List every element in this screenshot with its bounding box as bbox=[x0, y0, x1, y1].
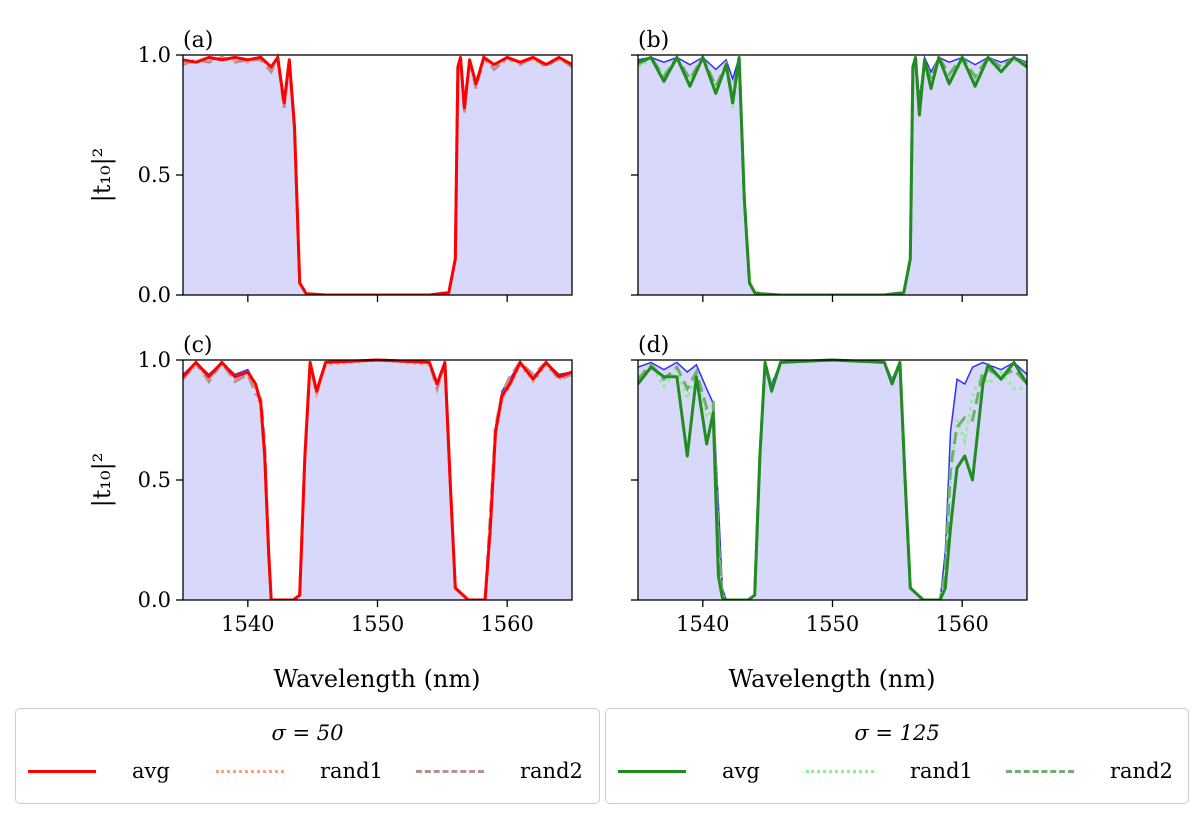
legend-sigma-50: σ = 50 avg rand1 rand2 bbox=[15, 708, 600, 804]
panel-label: (a) bbox=[183, 28, 213, 53]
panel-label: (b) bbox=[638, 28, 669, 53]
legend-swatch-dashed bbox=[416, 769, 484, 773]
x-tick-label: 1540 bbox=[676, 612, 729, 636]
panel-a: (a) 0.0 0.5 1.0 bbox=[138, 28, 573, 307]
avg-line bbox=[638, 358, 1027, 600]
legend-swatch-dotted bbox=[806, 769, 874, 773]
panel-d: (d) 1540 1550 1560 bbox=[631, 333, 1028, 636]
legend-swatch-solid bbox=[618, 769, 686, 773]
panel-b: (b) bbox=[631, 28, 1028, 302]
legend-label: rand2 bbox=[520, 759, 583, 783]
legend-label: avg bbox=[132, 759, 170, 783]
y-tick-label: 1.0 bbox=[138, 43, 171, 67]
panel-c: (c) 0.0 0.5 1.0 1540 1550 1560 bbox=[138, 333, 573, 636]
legend-swatch-solid bbox=[28, 769, 96, 773]
legend-item-rand2: rand2 bbox=[1006, 759, 1173, 783]
legend-title: σ = 50 bbox=[271, 721, 344, 745]
avg-line bbox=[183, 55, 572, 295]
y-tick-label: 0.0 bbox=[138, 588, 171, 612]
legend-title: σ = 125 bbox=[854, 721, 940, 745]
plot-area bbox=[183, 52, 572, 295]
legend-item-rand1: rand1 bbox=[806, 759, 973, 783]
avg-line bbox=[183, 358, 572, 600]
y-tick-label: 0.5 bbox=[138, 163, 171, 187]
xlabel-left: Wavelength (nm) bbox=[273, 665, 480, 693]
reference-fill bbox=[183, 360, 572, 600]
legend-label: avg bbox=[722, 759, 760, 783]
legend-swatch-dashed bbox=[1006, 769, 1074, 773]
legend-swatch-dotted bbox=[216, 769, 284, 773]
plot-area bbox=[183, 358, 572, 600]
avg-line bbox=[638, 55, 1027, 295]
plot-area bbox=[638, 358, 1027, 600]
y-tick-label: 1.0 bbox=[138, 348, 171, 372]
x-tick-label: 1560 bbox=[935, 612, 988, 636]
x-tick-label: 1540 bbox=[221, 612, 274, 636]
ylabel-bottom: |t₁₀|² bbox=[88, 453, 117, 508]
reference-fill bbox=[638, 360, 1027, 600]
legend-label: rand1 bbox=[320, 759, 383, 783]
legend-item-rand1: rand1 bbox=[216, 759, 383, 783]
y-tick-label: 0.0 bbox=[138, 283, 171, 307]
legend-label: rand2 bbox=[1110, 759, 1173, 783]
plot-area bbox=[638, 53, 1027, 295]
reference-fill bbox=[638, 57, 1027, 295]
legend-sigma-125: σ = 125 avg rand1 rand2 bbox=[605, 708, 1189, 804]
rand2-line bbox=[183, 358, 572, 600]
panel-label: (c) bbox=[183, 333, 213, 358]
xlabel-right: Wavelength (nm) bbox=[728, 665, 935, 693]
legend-item-avg: avg bbox=[28, 759, 170, 783]
x-tick-label: 1550 bbox=[806, 612, 859, 636]
ylabel-top: |t₁₀|² bbox=[88, 148, 117, 203]
x-tick-label: 1550 bbox=[351, 612, 404, 636]
reference-fill bbox=[183, 57, 572, 295]
legend-item-avg: avg bbox=[618, 759, 760, 783]
x-tick-label: 1560 bbox=[480, 612, 533, 636]
panel-label: (d) bbox=[638, 333, 669, 358]
y-tick-label: 0.5 bbox=[138, 468, 171, 492]
legend-item-rand2: rand2 bbox=[416, 759, 583, 783]
legend-label: rand1 bbox=[910, 759, 973, 783]
